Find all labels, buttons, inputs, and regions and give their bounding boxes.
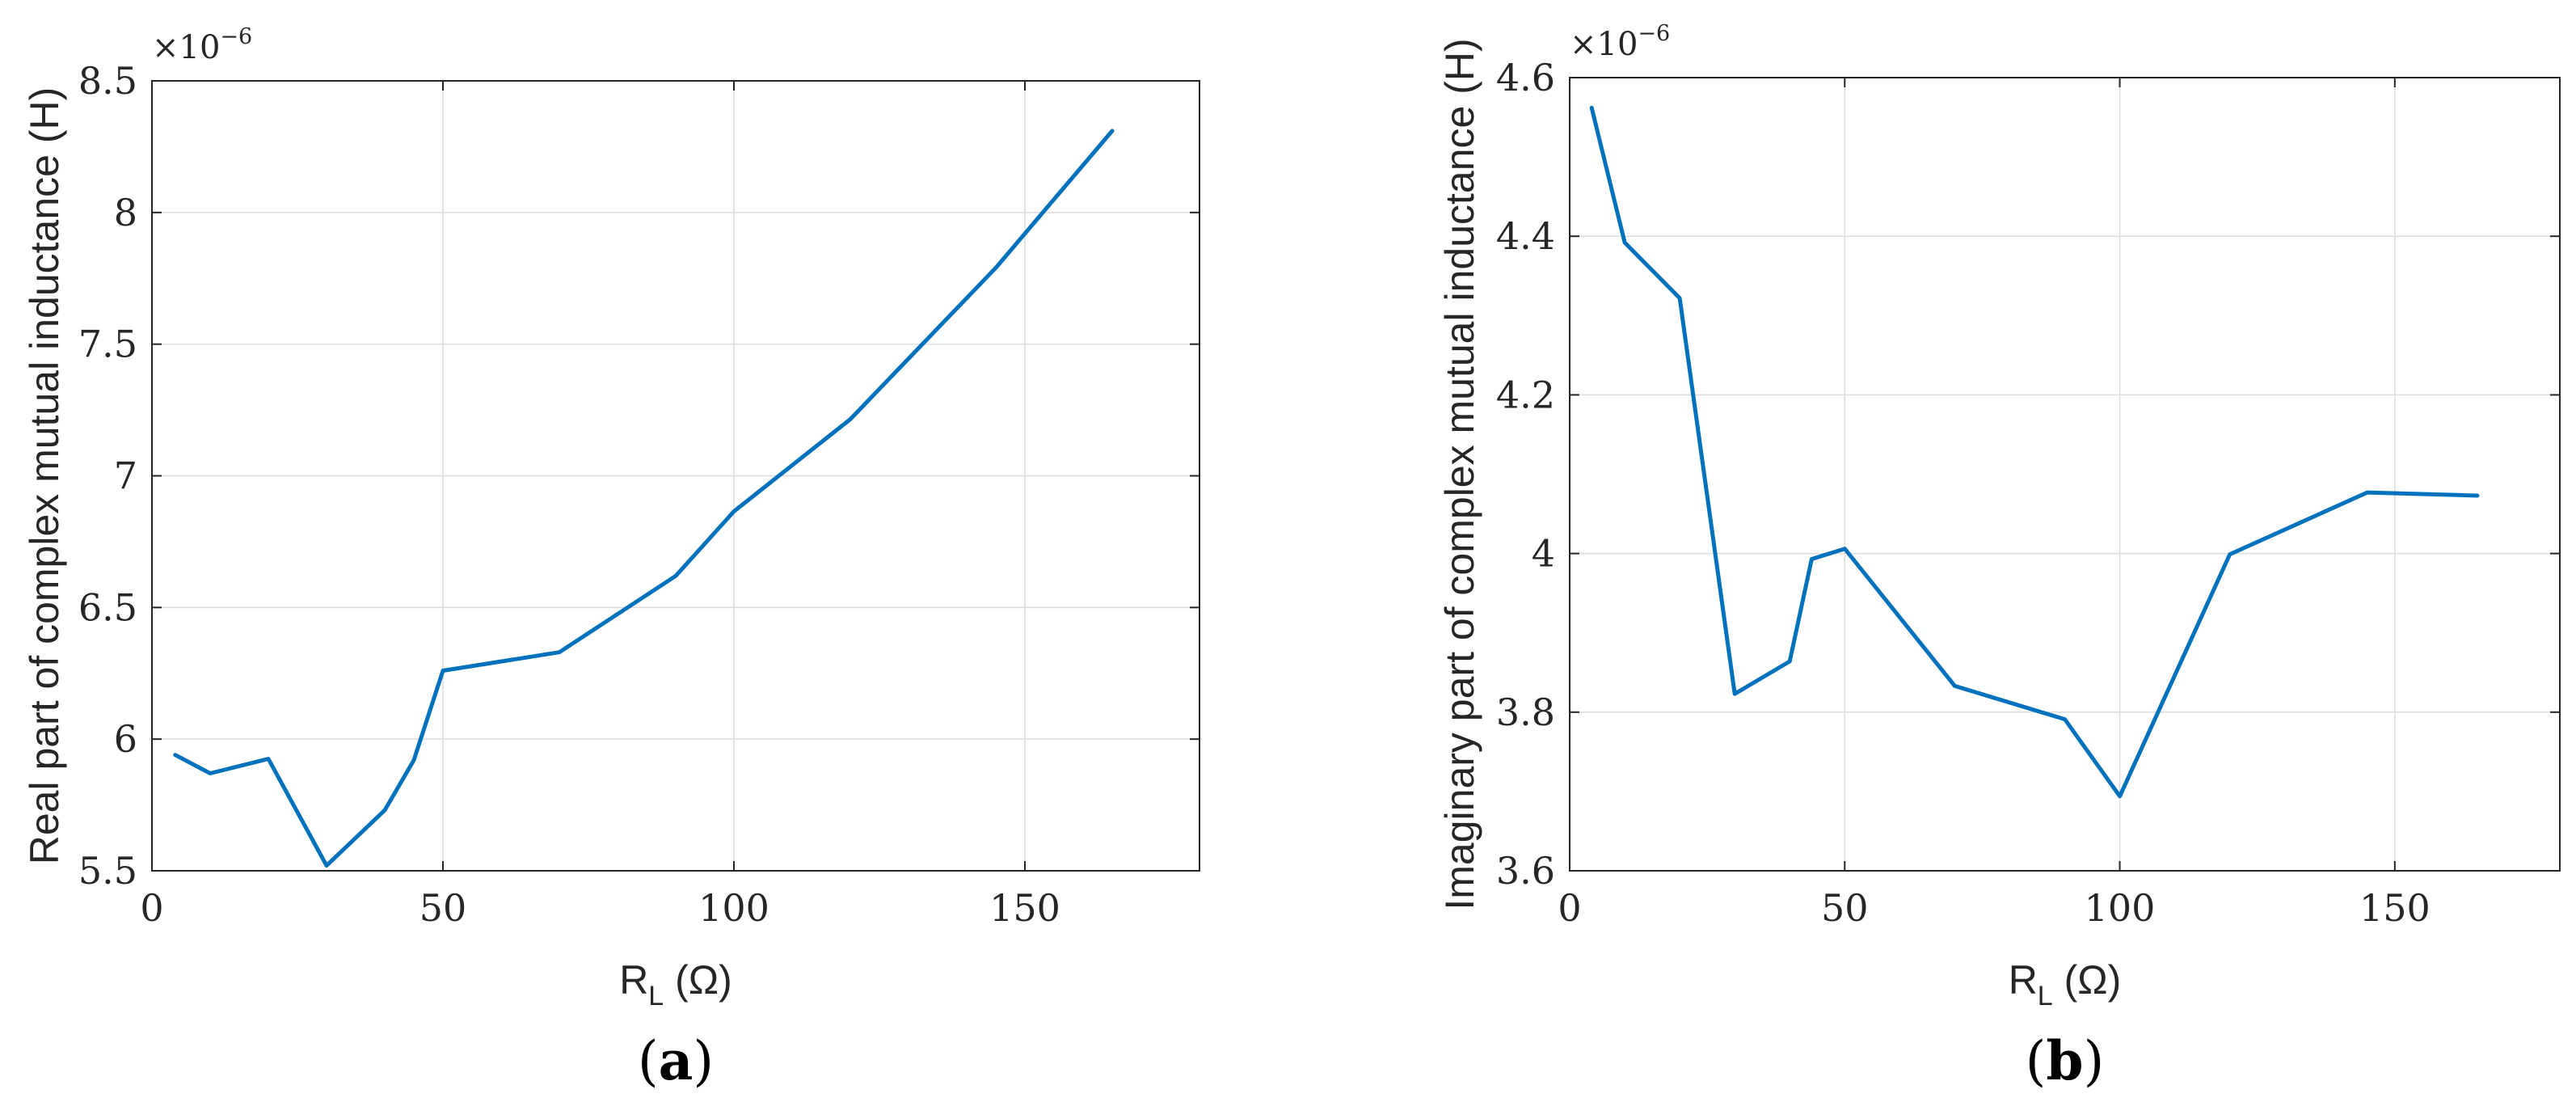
y-multiplier-exponent: −6 — [220, 24, 252, 49]
data-point — [1590, 106, 1594, 110]
x-axis-label-unit: (Ω) — [664, 957, 732, 1003]
x-tick-label: 100 — [698, 886, 769, 930]
y-tick-label: 4 — [1532, 532, 1555, 576]
x-tick-label: 150 — [989, 886, 1060, 930]
data-point — [2063, 717, 2067, 721]
panel-label: (b) — [2026, 1029, 2105, 1092]
y-multiplier: ×10−6 — [1570, 21, 1670, 63]
x-axis-label-main: R — [2009, 957, 2038, 1003]
panel-label-letter: a — [659, 1029, 694, 1092]
data-point — [558, 650, 562, 654]
data-point — [1843, 547, 1847, 551]
data-point — [2475, 493, 2479, 497]
x-axis-label: RL (Ω) — [2009, 957, 2122, 1011]
y-tick-label: 4.4 — [1496, 214, 1555, 258]
x-tick-label: 50 — [419, 886, 467, 930]
data-point — [441, 669, 445, 673]
y-axis-label: Imaginary part of complex mutual inducta… — [1437, 38, 1482, 910]
data-point — [1788, 660, 1792, 664]
y-multiplier-base: ×10 — [152, 29, 220, 66]
data-point — [1733, 692, 1737, 696]
x-tick-label: 100 — [2085, 886, 2156, 930]
data-point — [994, 266, 998, 270]
y-tick-label: 4.2 — [1496, 373, 1555, 416]
data-point — [674, 574, 678, 578]
y-tick-label: 6 — [114, 717, 137, 761]
y-multiplier: ×10−6 — [152, 24, 252, 66]
y-tick-label: 5.5 — [78, 849, 137, 893]
data-point — [1623, 241, 1627, 245]
panel-label-close: ) — [2084, 1030, 2105, 1092]
plot-area — [1570, 78, 2560, 871]
panel-label-open: ( — [2026, 1030, 2047, 1092]
panel-label-close: ) — [693, 1030, 714, 1092]
x-tick-label: 0 — [1558, 886, 1581, 930]
data-point — [412, 758, 416, 762]
series-line — [173, 129, 1115, 868]
data-point — [1111, 129, 1115, 133]
data-point — [2118, 794, 2122, 798]
data-point — [849, 417, 853, 421]
x-tick-label: 0 — [140, 886, 163, 930]
data-point — [267, 757, 271, 761]
y-multiplier-base: ×10 — [1570, 26, 1638, 63]
y-tick-label: 7 — [114, 454, 137, 498]
y-tick-label: 8 — [114, 191, 137, 234]
y-tick-label: 3.6 — [1496, 849, 1555, 893]
x-axis-label-main: R — [619, 957, 648, 1003]
chart-panel-b: 0 50 100 150 3.6 3.8 4 4.2 4.4 4.6 ×10−6 RL (Ω) Imag… — [1437, 21, 2561, 1092]
data-point — [1678, 296, 1682, 300]
data-point — [1953, 684, 1957, 688]
y-tick-label: 4.6 — [1496, 56, 1555, 99]
y-tick-label: 7.5 — [78, 323, 137, 366]
axes-box — [1569, 77, 2561, 872]
data-point — [2365, 491, 2369, 495]
data-point — [2228, 552, 2232, 556]
series-line — [1589, 105, 2480, 799]
data-point — [209, 771, 213, 775]
data-point — [325, 864, 329, 868]
panel-label-letter: b — [2046, 1029, 2083, 1092]
y-tick-label: 3.8 — [1496, 690, 1555, 734]
x-axis-label: RL (Ω) — [619, 957, 732, 1011]
data-point — [383, 809, 387, 813]
panel-label: (a) — [638, 1029, 714, 1092]
x-axis-label-unit: (Ω) — [2053, 957, 2122, 1003]
y-axis-label: Real part of complex mutual inductance (… — [22, 87, 67, 865]
data-point — [1810, 557, 1814, 561]
x-axis-label-subscript: L — [2038, 981, 2053, 1011]
y-tick-label: 6.5 — [78, 585, 137, 629]
x-tick-label: 150 — [2359, 886, 2431, 930]
data-point — [732, 509, 736, 513]
panel-label-open: ( — [638, 1030, 659, 1092]
chart-panel-a: 0 50 100 150 5.5 6 6.5 7 7.5 8 8.5 ×10−6 RL (Ω) Real … — [22, 24, 1200, 1092]
y-tick-label: 8.5 — [78, 59, 137, 103]
data-point — [173, 753, 177, 757]
x-tick-label: 50 — [1821, 886, 1869, 930]
y-multiplier-exponent: −6 — [1638, 21, 1670, 46]
x-axis-label-subscript: L — [648, 981, 664, 1011]
